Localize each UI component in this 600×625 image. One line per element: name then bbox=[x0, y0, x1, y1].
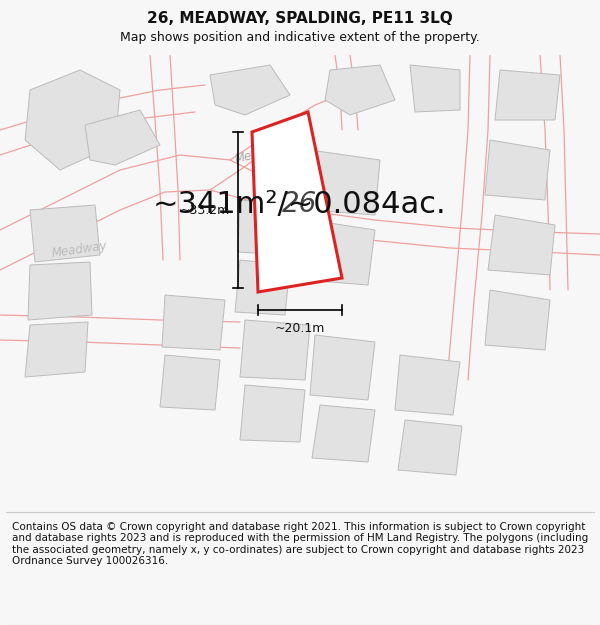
Polygon shape bbox=[162, 295, 225, 350]
Polygon shape bbox=[495, 70, 560, 120]
Polygon shape bbox=[25, 322, 88, 377]
Polygon shape bbox=[235, 260, 290, 315]
Polygon shape bbox=[398, 420, 462, 475]
Polygon shape bbox=[85, 110, 160, 165]
Text: Map shows position and indicative extent of the property.: Map shows position and indicative extent… bbox=[120, 31, 480, 44]
Polygon shape bbox=[305, 220, 375, 285]
Text: ~20.1m: ~20.1m bbox=[275, 322, 325, 335]
Polygon shape bbox=[240, 320, 310, 380]
Text: Contains OS data © Crown copyright and database right 2021. This information is : Contains OS data © Crown copyright and d… bbox=[12, 521, 588, 566]
Polygon shape bbox=[485, 140, 550, 200]
Polygon shape bbox=[160, 355, 220, 410]
Polygon shape bbox=[395, 355, 460, 415]
Polygon shape bbox=[488, 215, 555, 275]
Text: ~341m²/~0.084ac.: ~341m²/~0.084ac. bbox=[153, 191, 447, 219]
Polygon shape bbox=[485, 290, 550, 350]
Polygon shape bbox=[210, 65, 290, 115]
Polygon shape bbox=[325, 65, 395, 115]
Text: 26, MEADWAY, SPALDING, PE11 3LQ: 26, MEADWAY, SPALDING, PE11 3LQ bbox=[147, 11, 453, 26]
Polygon shape bbox=[238, 200, 295, 255]
Polygon shape bbox=[30, 205, 100, 262]
Text: Meadway: Meadway bbox=[233, 140, 291, 166]
Polygon shape bbox=[410, 65, 460, 112]
Polygon shape bbox=[240, 385, 305, 442]
Text: Meadway: Meadway bbox=[52, 239, 109, 261]
Polygon shape bbox=[310, 150, 380, 215]
Polygon shape bbox=[312, 405, 375, 462]
Polygon shape bbox=[28, 262, 92, 320]
Text: ~33.2m: ~33.2m bbox=[180, 204, 230, 216]
Text: 26: 26 bbox=[283, 189, 317, 218]
Polygon shape bbox=[25, 70, 120, 170]
Polygon shape bbox=[310, 335, 375, 400]
Polygon shape bbox=[252, 112, 342, 292]
